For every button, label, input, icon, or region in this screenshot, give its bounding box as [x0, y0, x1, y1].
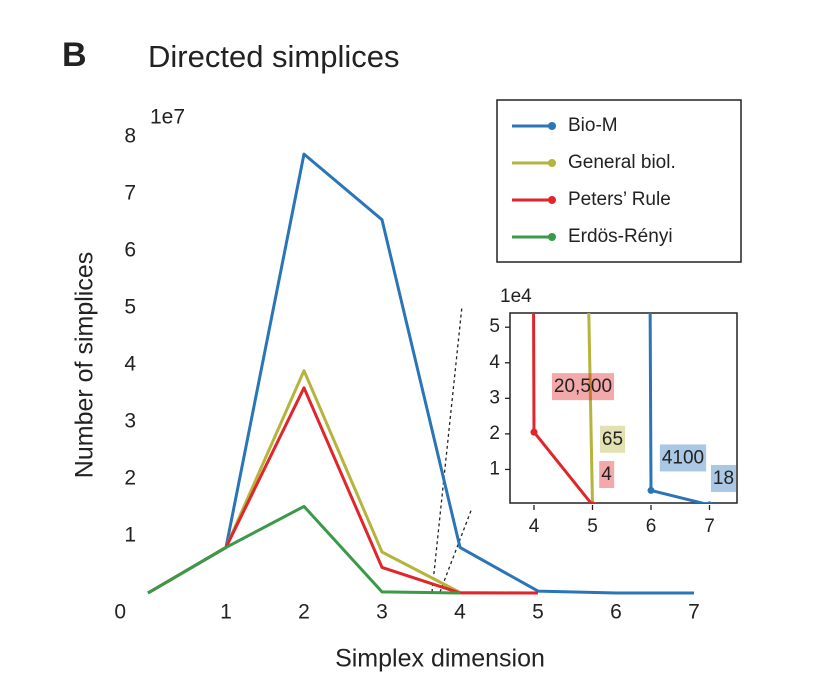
x-tick-label: 7	[704, 516, 715, 537]
data-label-box	[659, 444, 707, 472]
point	[706, 501, 713, 503]
y-tick-label: 2	[124, 467, 136, 490]
data-label: 4100	[662, 447, 704, 468]
data-label-box	[710, 464, 737, 492]
x-tick-label: 7	[688, 601, 700, 624]
x-tick-label: 3	[376, 601, 388, 624]
series-line	[147, 504, 461, 595]
chart-title: Directed simplices	[148, 39, 400, 74]
point	[530, 428, 538, 436]
x-tick-label: 4	[454, 601, 466, 624]
zoom-guide	[439, 507, 473, 593]
inset-plot: 4 5 6 7 1 2 3 4 5 4100 18 65 20,500 4	[489, 313, 737, 537]
legend-dot	[548, 196, 556, 204]
data-label-box	[551, 373, 615, 401]
y-tick-label: 4	[489, 352, 500, 373]
y-axis-label: Number of simplices	[71, 252, 99, 478]
y-tick-label: 1	[489, 458, 500, 479]
y-tick-label: 2	[489, 423, 500, 444]
series-line	[147, 386, 539, 595]
data-label: 65	[602, 429, 623, 450]
plot-area	[530, 313, 713, 503]
y-tick-label: 1	[124, 524, 136, 547]
y-offset-label: 1e7	[150, 106, 185, 129]
legend: Bio-M General biol. Peters’ Rule Erdös-Rény…	[512, 115, 676, 247]
y-tick-label: 4	[124, 353, 136, 376]
y-tick-label: 6	[124, 239, 136, 262]
inset-offset-label: 1e4	[500, 286, 532, 307]
x-axis-label: Simplex dimension	[335, 645, 545, 673]
legend-label: General biol.	[568, 152, 676, 173]
x-tick-label: 6	[610, 601, 622, 624]
data-label-box	[599, 461, 615, 489]
x-tick-label: 1	[220, 601, 232, 624]
x-tick-label: 5	[587, 516, 598, 537]
y-tick-label: 3	[489, 387, 500, 408]
x-tick-label: 5	[532, 601, 544, 624]
data-label: 18	[713, 468, 734, 489]
x-tick-label: 2	[298, 601, 310, 624]
x-tick-label: 6	[646, 516, 657, 537]
series-line	[147, 152, 694, 595]
y-tick-label: 5	[124, 296, 136, 319]
main-plot: 1 2 3 4 5 6 7 0 1 2 3 4 5 6 7 8	[114, 125, 700, 624]
legend-label: Erdös-Rényi	[568, 226, 673, 247]
panel-label: B	[62, 36, 87, 74]
legend-dot	[548, 159, 556, 167]
y-tick-label: 8	[124, 125, 136, 148]
data-label-box	[599, 425, 626, 453]
legend-label: Peters’ Rule	[568, 189, 671, 210]
inset-frame	[509, 312, 738, 504]
x-tick-label: 4	[529, 516, 540, 537]
data-label: 20,500	[554, 376, 612, 397]
y-tick-label: 5	[489, 316, 500, 337]
point	[589, 501, 596, 503]
point	[647, 486, 655, 494]
legend-label: Bio-M	[568, 115, 618, 136]
legend-dot	[548, 233, 556, 241]
y-tick-label: 0	[114, 601, 126, 624]
legend-dot	[548, 122, 556, 130]
y-tick-label: 3	[124, 410, 136, 433]
y-tick-label: 7	[124, 182, 136, 205]
data-label: 4	[601, 464, 612, 485]
